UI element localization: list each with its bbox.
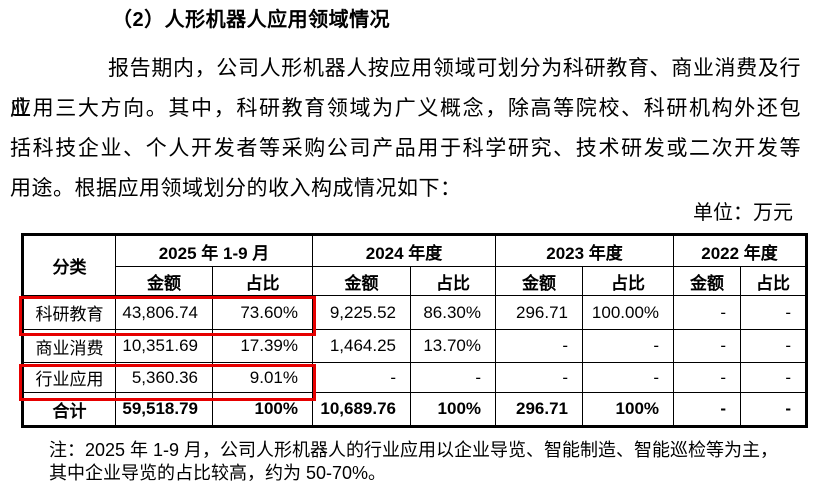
cell-2025-amount: 10,351.69 [115,329,213,363]
cell-2022-ratio: - [740,392,808,427]
cell-2024-amount: 9,225.52 [312,295,411,330]
cell-2022-amount: - [673,392,742,427]
cell-2023-ratio: - [582,362,675,393]
section-heading: （2）人形机器人应用领域情况 [112,9,391,31]
row-category: 科研教育 [22,295,116,330]
cell-2022-ratio: - [740,362,808,393]
cell-2025-amount: 43,806.74 [115,295,213,330]
cell-2023-amount: - [495,362,584,393]
row-category: 行业应用 [22,362,116,393]
cell-2024-amount: 1,464.25 [312,329,411,363]
cell-2025-amount: 5,360.36 [115,362,213,393]
unit-label: 单位：万元 [693,202,793,224]
header-period-2022: 2022 年度 [673,234,808,267]
header-period-2024: 2024 年度 [311,234,497,267]
footnote-line-2: 其中企业导览的占比较高，约为 50-70%。 [49,463,387,483]
paragraph-line-4: 用途。根据应用领域划分的收入构成情况如下： [10,176,462,200]
paragraph-line-2: 应用三大方向。其中，科研教育领域为广义概念，除高等院校、科研机构外还包 [10,96,801,120]
table-row-total: 合计 59,518.79 100% 10,689.76 100% 296.71 … [22,392,808,427]
header-ratio-2023: 占比 [582,266,675,296]
cell-2022-ratio: - [740,295,808,330]
cell-2023-amount: 296.71 [495,295,584,330]
body-paragraph: 报告期内，公司人形机器人按应用领域可划分为科研教育、商业消费及行业 应用三大方向… [10,48,801,208]
header-ratio-2024: 占比 [409,266,497,296]
cell-2022-amount: - [673,329,742,363]
cell-2023-amount: 296.71 [495,392,584,427]
cell-2023-amount: - [495,329,584,363]
header-amount-2024: 金额 [312,266,411,296]
table-row-research-education: 科研教育 43,806.74 73.60% 9,225.52 86.30% 29… [22,295,808,330]
cell-2025-ratio: 73.60% [212,295,313,330]
table-row-industry-application: 行业应用 5,360.36 9.01% - - - - - - [22,362,808,393]
header-ratio-2025: 占比 [212,266,313,296]
cell-2023-ratio: 100% [582,392,675,427]
footnote: 注：2025 年 1-9 月，公司人形机器人的行业应用以企业导览、智能制造、智能… [49,439,809,485]
cell-2025-ratio: 100% [212,392,313,427]
cell-2024-amount: 10,689.76 [312,392,411,427]
cell-2025-ratio: 9.01% [212,362,313,393]
header-ratio-2022: 占比 [740,266,808,296]
table-row-commercial-consumption: 商业消费 10,351.69 17.39% 1,464.25 13.70% - … [22,329,808,363]
cell-2025-ratio: 17.39% [212,329,313,363]
header-category: 分类 [22,234,116,296]
table-header-row-periods: 分类 2025 年 1-9 月 2024 年度 2023 年度 2022 年度 [22,234,808,296]
header-period-2025: 2025 年 1-9 月 [115,234,313,267]
cell-2024-ratio: - [409,362,497,393]
cell-2023-ratio: 100.00% [582,295,675,330]
cell-2022-amount: - [673,295,742,330]
revenue-by-field-table: 分类 2025 年 1-9 月 2024 年度 2023 年度 2022 年度 … [21,233,809,428]
cell-2024-ratio: 86.30% [409,295,497,330]
footnote-line-1: 注：2025 年 1-9 月，公司人形机器人的行业应用以企业导览、智能制造、智能… [49,440,779,460]
cell-2024-ratio: 100% [409,392,497,427]
cell-2024-ratio: 13.70% [409,329,497,363]
header-period-2023: 2023 年度 [495,234,675,267]
row-category: 合计 [22,392,116,427]
cell-2022-amount: - [673,362,742,393]
header-amount-2022: 金额 [673,266,742,296]
paragraph-line-3: 括科技企业、个人开发者等采购公司产品用于科学研究、技术研发或二次开发等 [10,136,801,160]
cell-2024-amount: - [312,362,411,393]
row-category: 商业消费 [22,329,116,363]
cell-2023-ratio: - [582,329,675,363]
header-amount-2023: 金额 [495,266,584,296]
cell-2025-amount: 59,518.79 [115,392,213,427]
paragraph-line-1: 报告期内，公司人形机器人按应用领域可划分为科研教育、商业消费及行业 [10,56,801,120]
table-header-row-measures: 金额 占比 金额 占比 金额 占比 金额 占比 [23,266,808,296]
cell-2022-ratio: - [740,329,808,363]
header-amount-2025: 金额 [115,266,213,296]
